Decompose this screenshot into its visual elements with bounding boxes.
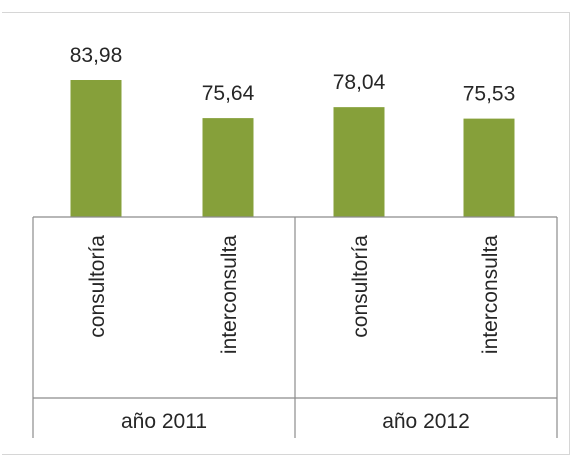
bar-1-1 <box>70 80 122 217</box>
data-label: 75,53 <box>463 83 516 106</box>
group-label: año 2011 <box>121 410 207 433</box>
category-label: interconsulta <box>479 235 502 354</box>
bar-2-1 <box>333 107 385 217</box>
labels-layer: 83,98 consultoría 75,64 interconsulta año 20… <box>70 44 516 433</box>
bar-1-2 <box>202 118 254 217</box>
data-label: 83,98 <box>70 44 123 67</box>
bars-layer <box>70 80 515 217</box>
chart-frame <box>2 12 570 455</box>
data-label: 75,64 <box>202 82 255 105</box>
axes-layer <box>32 216 558 438</box>
category-label: consultoría <box>86 235 109 338</box>
data-label: 78,04 <box>333 71 386 94</box>
category-label: interconsulta <box>218 235 241 354</box>
bar-2-2 <box>463 118 515 217</box>
group-label: año 2012 <box>382 410 470 433</box>
category-label: consultoría <box>349 235 372 338</box>
